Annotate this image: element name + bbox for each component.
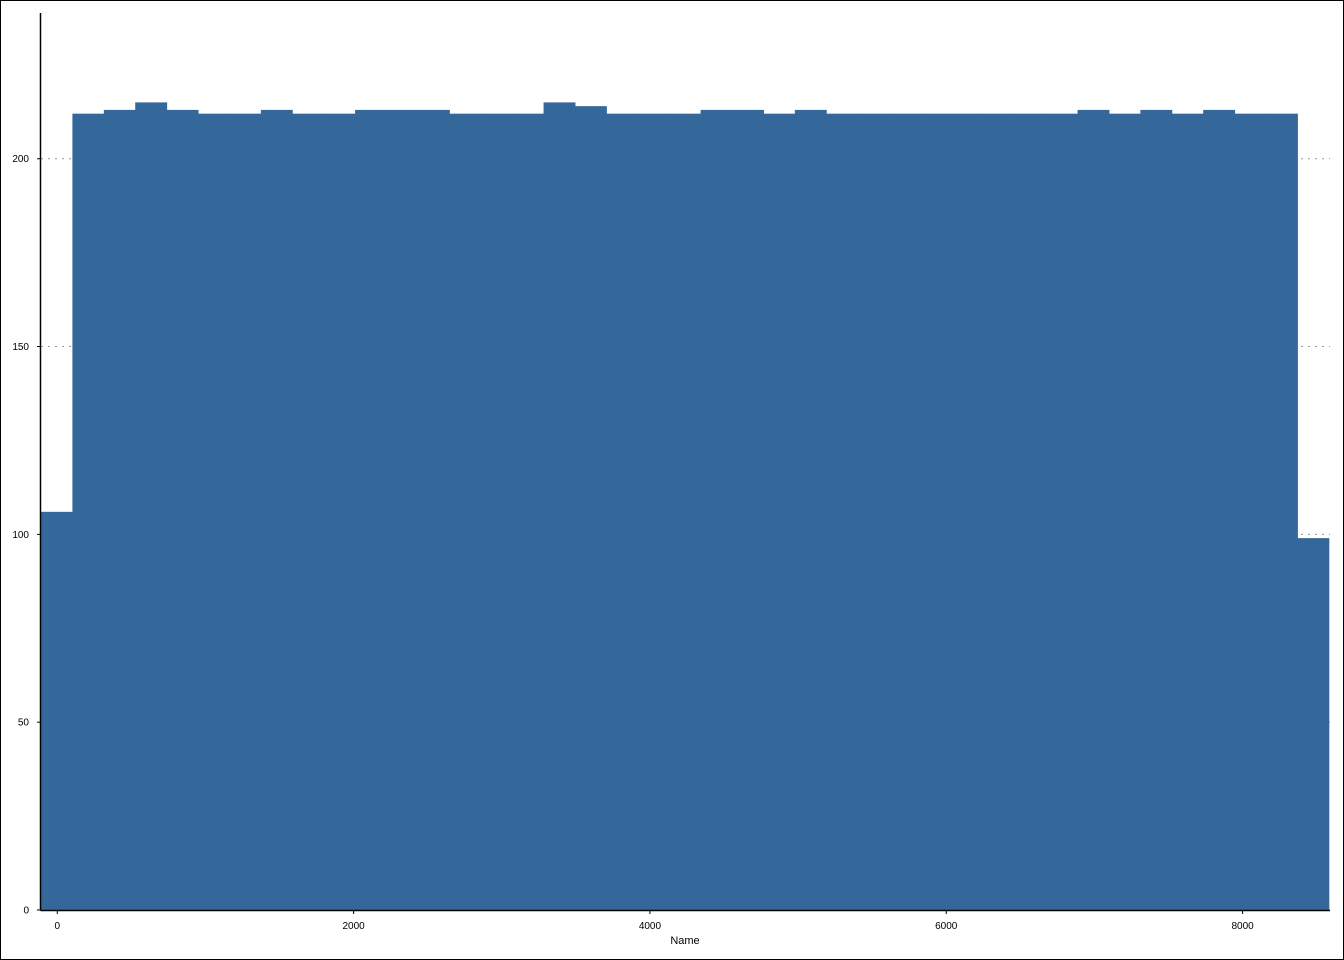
histogram-bar bbox=[983, 113, 1016, 910]
histogram-bar bbox=[951, 113, 984, 910]
histogram-bar bbox=[198, 113, 230, 910]
histogram-bar bbox=[292, 113, 325, 910]
histogram-bar bbox=[480, 113, 513, 910]
histogram-bar bbox=[1140, 109, 1173, 910]
histogram-bar bbox=[260, 109, 293, 910]
histogram-bar bbox=[794, 109, 827, 910]
histogram-bar bbox=[1203, 109, 1236, 910]
histogram-bar bbox=[386, 109, 419, 910]
histogram-bar bbox=[1077, 109, 1110, 910]
x-tick-label: 8000 bbox=[1231, 921, 1254, 932]
histogram-bar bbox=[135, 102, 168, 910]
histogram-bar bbox=[1297, 538, 1330, 910]
histogram-bar bbox=[606, 113, 639, 910]
histogram-bar bbox=[229, 113, 262, 910]
x-tick-label: 2000 bbox=[342, 921, 365, 932]
histogram-bar bbox=[449, 113, 482, 910]
histogram-bar bbox=[355, 109, 388, 910]
histogram-bar bbox=[543, 102, 576, 910]
histogram-bar bbox=[1108, 113, 1141, 910]
histogram-bar bbox=[103, 109, 136, 910]
x-tick-label: 6000 bbox=[935, 921, 958, 932]
histogram-bar bbox=[700, 109, 733, 910]
axes bbox=[39, 13, 1330, 912]
histogram-bar bbox=[763, 113, 796, 910]
histogram-bar bbox=[1265, 113, 1298, 910]
histogram-bar bbox=[920, 113, 953, 910]
bars bbox=[41, 102, 1330, 911]
x-axis-title: Name bbox=[670, 935, 699, 947]
y-tick-label: 50 bbox=[18, 718, 30, 729]
y-tick-label: 0 bbox=[23, 906, 29, 917]
histogram-bar bbox=[889, 113, 921, 910]
histogram-bar bbox=[72, 113, 105, 910]
x-tick-label: 0 bbox=[55, 921, 61, 932]
y-axis-ticks: 0 50 100 150 200 bbox=[12, 154, 41, 917]
histogram-bar bbox=[1171, 113, 1204, 910]
histogram-bar bbox=[574, 106, 607, 911]
histogram-bar bbox=[826, 113, 859, 910]
histogram-bar bbox=[637, 113, 670, 910]
histogram-bar bbox=[323, 113, 356, 910]
histogram-bar bbox=[1234, 113, 1267, 910]
histogram-bar bbox=[41, 511, 73, 910]
histogram-bar bbox=[857, 113, 890, 910]
histogram-bar bbox=[669, 113, 702, 910]
histogram-bar bbox=[1014, 113, 1047, 910]
histogram-bar bbox=[417, 109, 450, 910]
y-tick-label: 100 bbox=[12, 530, 29, 541]
x-axis-ticks: 0 2000 4000 6000 8000 bbox=[55, 910, 1254, 932]
histogram-bar bbox=[512, 113, 545, 910]
y-tick-label: 150 bbox=[12, 342, 29, 353]
histogram-bar bbox=[166, 109, 199, 910]
x-tick-label: 4000 bbox=[639, 921, 662, 932]
histogram-bar bbox=[732, 109, 764, 910]
y-tick-label: 200 bbox=[12, 154, 29, 165]
histogram-bar bbox=[1046, 113, 1079, 910]
